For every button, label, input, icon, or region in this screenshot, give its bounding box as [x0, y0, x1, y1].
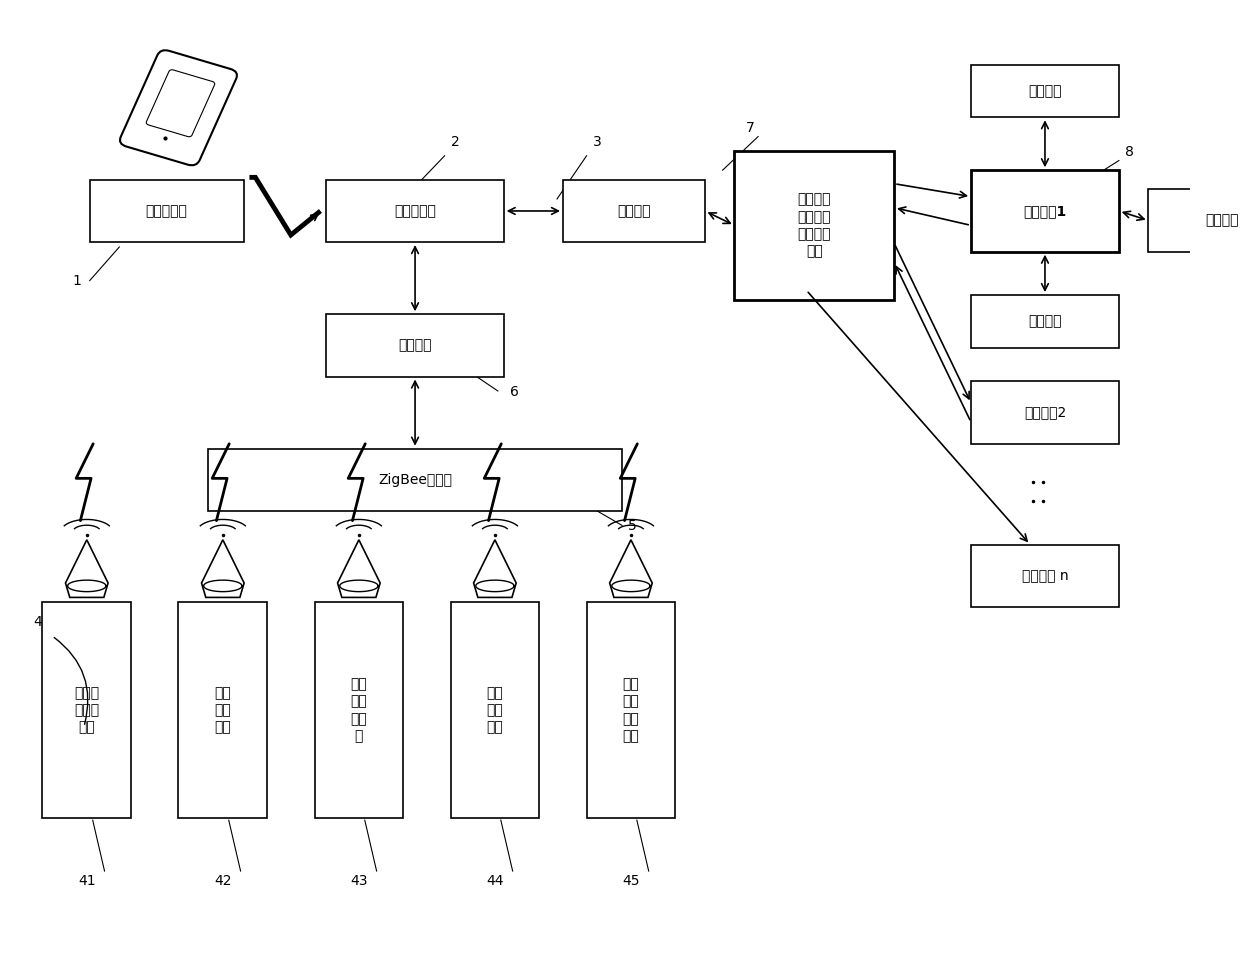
Text: 1: 1	[72, 275, 81, 288]
Text: 分控系统1: 分控系统1	[1023, 204, 1066, 218]
Bar	[971, 382, 1118, 444]
Text: 6: 6	[510, 385, 518, 398]
Bar	[971, 64, 1118, 117]
Text: 4: 4	[33, 616, 42, 629]
Text: 7: 7	[746, 121, 755, 134]
Text: 红外
感应
传感
器: 红外 感应 传感 器	[351, 677, 367, 743]
FancyBboxPatch shape	[120, 51, 237, 166]
Bar	[587, 602, 676, 818]
Text: 乘梯信
息采集
终端: 乘梯信 息采集 终端	[74, 686, 99, 734]
Text: 电梯下行: 电梯下行	[1205, 213, 1239, 228]
Bar	[315, 602, 403, 818]
Text: 8: 8	[1125, 145, 1133, 159]
Text: 智能楼宇
电梯群控
调度总控
系统: 智能楼宇 电梯群控 调度总控 系统	[797, 193, 831, 258]
Text: 视频
采集
终端: 视频 采集 终端	[215, 686, 231, 734]
Text: 分控系统 n: 分控系统 n	[1022, 569, 1069, 582]
Text: 2: 2	[450, 135, 459, 149]
Text: 电梯
故障
采集
终端: 电梯 故障 采集 终端	[622, 677, 640, 743]
Text: 手机客户端: 手机客户端	[146, 204, 187, 218]
Bar	[208, 449, 622, 511]
Text: 云端服务器: 云端服务器	[394, 204, 436, 218]
Text: 3: 3	[593, 135, 601, 149]
Bar	[42, 602, 131, 818]
Bar	[971, 170, 1118, 251]
Text: 44: 44	[486, 875, 503, 888]
Text: 分控系统2: 分控系统2	[1024, 405, 1066, 420]
Bar	[326, 180, 503, 243]
Bar	[89, 180, 243, 243]
Bar	[450, 602, 539, 818]
Text: 无线
定位
终端: 无线 定位 终端	[486, 686, 503, 734]
Text: 42: 42	[215, 875, 232, 888]
Bar	[971, 544, 1118, 607]
Text: 电梯待梯: 电梯待梯	[1028, 315, 1061, 328]
Text: 通信网关: 通信网关	[618, 204, 651, 218]
Bar	[734, 151, 894, 300]
Text: 41: 41	[78, 875, 95, 888]
FancyBboxPatch shape	[146, 70, 215, 136]
Bar	[563, 180, 704, 243]
Text: 智能网关: 智能网关	[398, 338, 432, 353]
Text: 43: 43	[350, 875, 367, 888]
Bar	[179, 602, 267, 818]
Bar	[326, 315, 503, 377]
Text: ZigBee协调器: ZigBee协调器	[378, 472, 453, 487]
Bar	[1148, 189, 1240, 251]
Text: 5: 5	[627, 519, 636, 533]
Text: 电梯上行: 电梯上行	[1028, 84, 1061, 98]
Bar	[971, 295, 1118, 348]
Text: 45: 45	[622, 875, 640, 888]
